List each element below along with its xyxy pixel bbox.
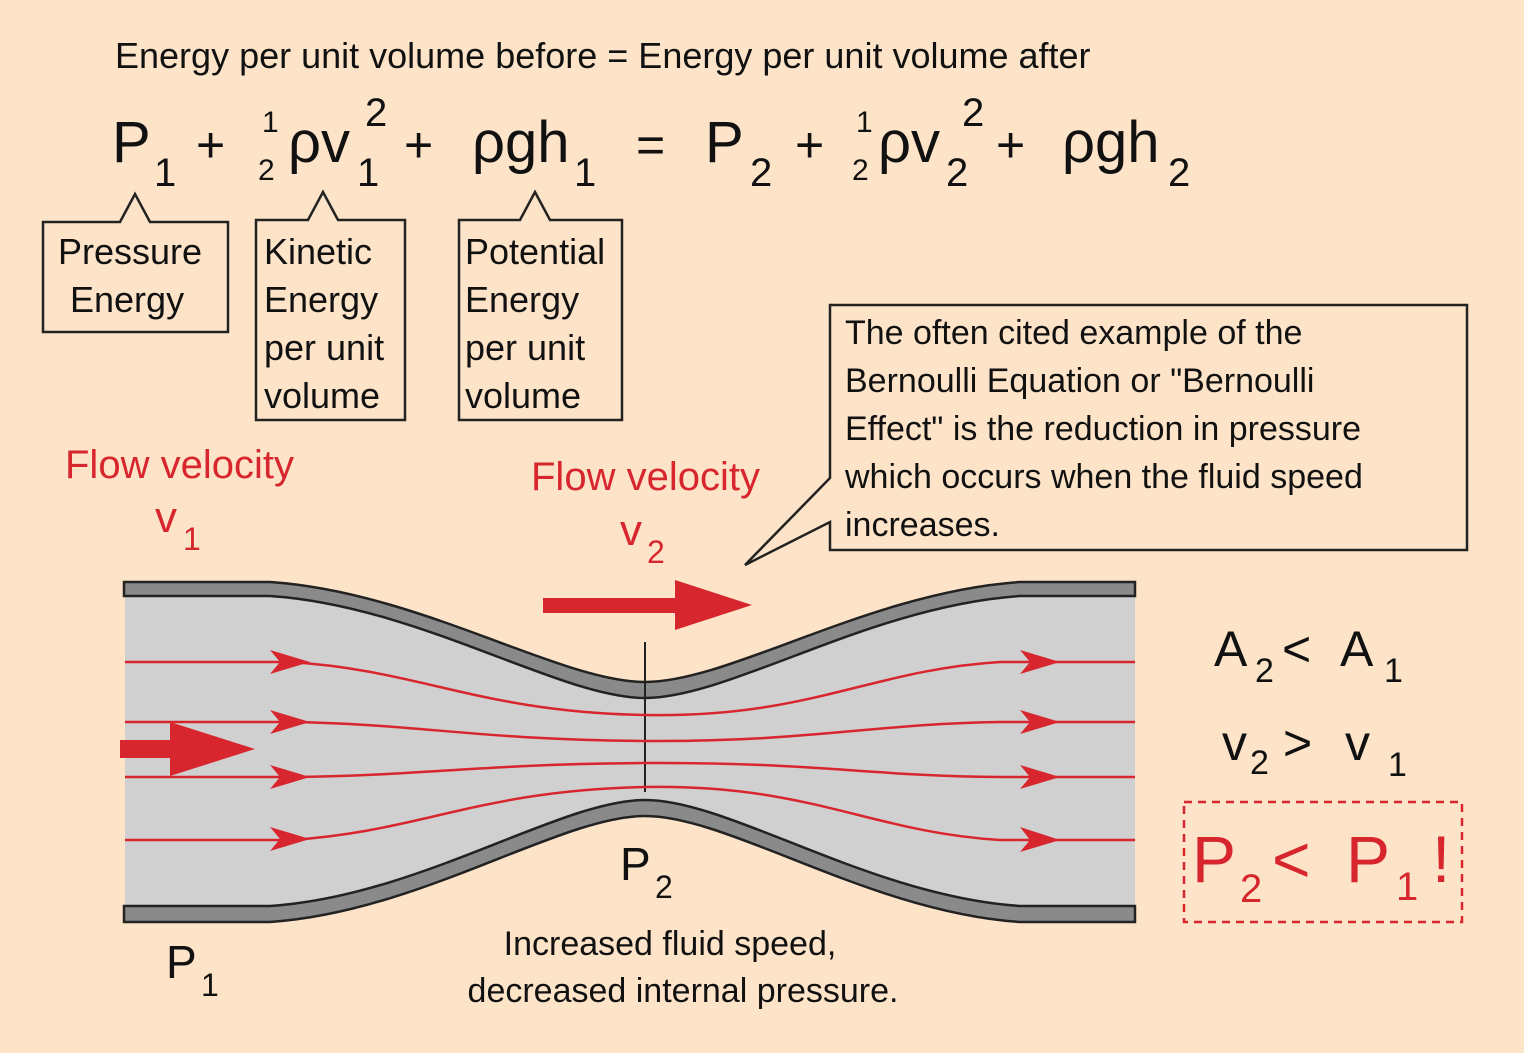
- bottom-wall: [122, 798, 1137, 924]
- rel-p2: P: [1192, 822, 1236, 896]
- eq-sq1: 2: [365, 91, 387, 135]
- label-line: Pressure: [58, 231, 202, 272]
- caption-line: decreased internal pressure.: [468, 972, 899, 1010]
- pressure-energy-label: Pressure Energy: [41, 191, 230, 334]
- rel-op: <: [1272, 822, 1311, 896]
- flow-v1-sub: 1: [183, 521, 201, 557]
- rel-op: <: [1282, 621, 1311, 677]
- label-line: volume: [264, 375, 380, 416]
- eq-half-den: 2: [258, 154, 275, 187]
- p2-label: P: [620, 838, 651, 890]
- callout-line: increases.: [845, 506, 1000, 544]
- streamlines: [125, 660, 1135, 842]
- eq-half-den: 2: [852, 154, 869, 187]
- rel-p1: P: [1346, 822, 1390, 896]
- pressure-relation: P 2 < P 1 !: [1182, 800, 1464, 924]
- kinetic-energy-label: Kinetic Energy per unit volume: [254, 189, 407, 422]
- callout-line: Effect" is the reduction in pressure: [845, 410, 1361, 448]
- area-relation: A 2 < A 1: [1214, 621, 1403, 690]
- rel-p1-sub: 1: [1396, 865, 1418, 909]
- rel-a1-sub: 1: [1384, 652, 1403, 690]
- eq-half-num: 1: [262, 106, 279, 139]
- eq-h2-sub: 2: [1168, 151, 1190, 195]
- inlet-flow-arrow-icon: [120, 722, 255, 776]
- caption-line: Increased fluid speed,: [504, 925, 837, 963]
- callout-box: The often cited example of the Bernoulli…: [744, 303, 1469, 567]
- eq-p2-sub: 2: [750, 151, 772, 195]
- flow-v2: v: [620, 506, 642, 555]
- flow-velocity-1-label: Flow velocity: [65, 443, 294, 487]
- rel-bang: !: [1432, 822, 1450, 896]
- eq-plus: +: [404, 117, 433, 173]
- rel-v2-sub: 2: [1250, 744, 1269, 782]
- eq-rhogh2: ρgh: [1062, 110, 1160, 175]
- flow-v2-sub: 2: [647, 534, 665, 570]
- eq-p2: P: [705, 110, 744, 175]
- velocity-relation: v 2 > v 1: [1222, 715, 1407, 784]
- p2-sub: 2: [655, 869, 673, 905]
- label-line: per unit: [264, 327, 384, 368]
- eq-equals: =: [636, 117, 665, 173]
- potential-energy-label: Potential Energy per unit volume: [457, 189, 624, 422]
- bernoulli-equation: P 1 + 1 2 ρv 1 2 + ρgh 1 = P 2 + 1 2 ρv …: [112, 91, 1190, 195]
- label-line: per unit: [465, 327, 585, 368]
- rel-v1: v: [1345, 715, 1370, 771]
- callout-line: The often cited example of the: [845, 314, 1302, 352]
- eq-v2-sub: 2: [946, 151, 968, 195]
- flow-velocity-2-label: Flow velocity: [531, 455, 760, 499]
- flow-v1: v: [155, 493, 177, 542]
- eq-h1-sub: 1: [574, 151, 596, 195]
- label-line: Potential: [465, 231, 605, 272]
- eq-half-num: 1: [856, 106, 873, 139]
- p1-sub: 1: [201, 967, 219, 1003]
- label-line: Energy: [70, 279, 184, 320]
- eq-rhov1: ρv: [288, 110, 350, 175]
- top-wall: [122, 580, 1137, 700]
- eq-p1-sub: 1: [154, 151, 176, 195]
- header-text: Energy per unit volume before = Energy p…: [115, 35, 1091, 76]
- callout-line: Bernoulli Equation or "Bernoulli: [845, 362, 1314, 400]
- rel-p2-sub: 2: [1240, 867, 1262, 911]
- eq-rhogh1: ρgh: [472, 110, 570, 175]
- eq-plus: +: [795, 117, 824, 173]
- venturi-pipe: [120, 580, 1137, 924]
- eq-sq2: 2: [962, 91, 984, 135]
- label-line: volume: [465, 375, 581, 416]
- rel-op: >: [1283, 715, 1312, 771]
- throat-flow-arrow-icon: [543, 580, 752, 630]
- rel-a1: A: [1340, 621, 1374, 677]
- dashed-box: [1182, 800, 1464, 924]
- callout-line: which occurs when the fluid speed: [844, 458, 1363, 496]
- eq-v1-sub: 1: [357, 151, 379, 195]
- eq-plus: +: [196, 117, 225, 173]
- eq-rhov2: ρv: [878, 110, 940, 175]
- streamline-arrowheads: [270, 650, 1060, 852]
- rel-a2-sub: 2: [1255, 652, 1274, 690]
- eq-plus: +: [996, 117, 1025, 173]
- p1-label: P: [166, 936, 197, 988]
- label-line: Energy: [465, 279, 579, 320]
- rel-a2: A: [1214, 621, 1248, 677]
- eq-p1: P: [112, 110, 151, 175]
- label-line: Kinetic: [264, 231, 372, 272]
- rel-v2: v: [1222, 715, 1247, 771]
- rel-v1-sub: 1: [1388, 746, 1407, 784]
- label-line: Energy: [264, 279, 378, 320]
